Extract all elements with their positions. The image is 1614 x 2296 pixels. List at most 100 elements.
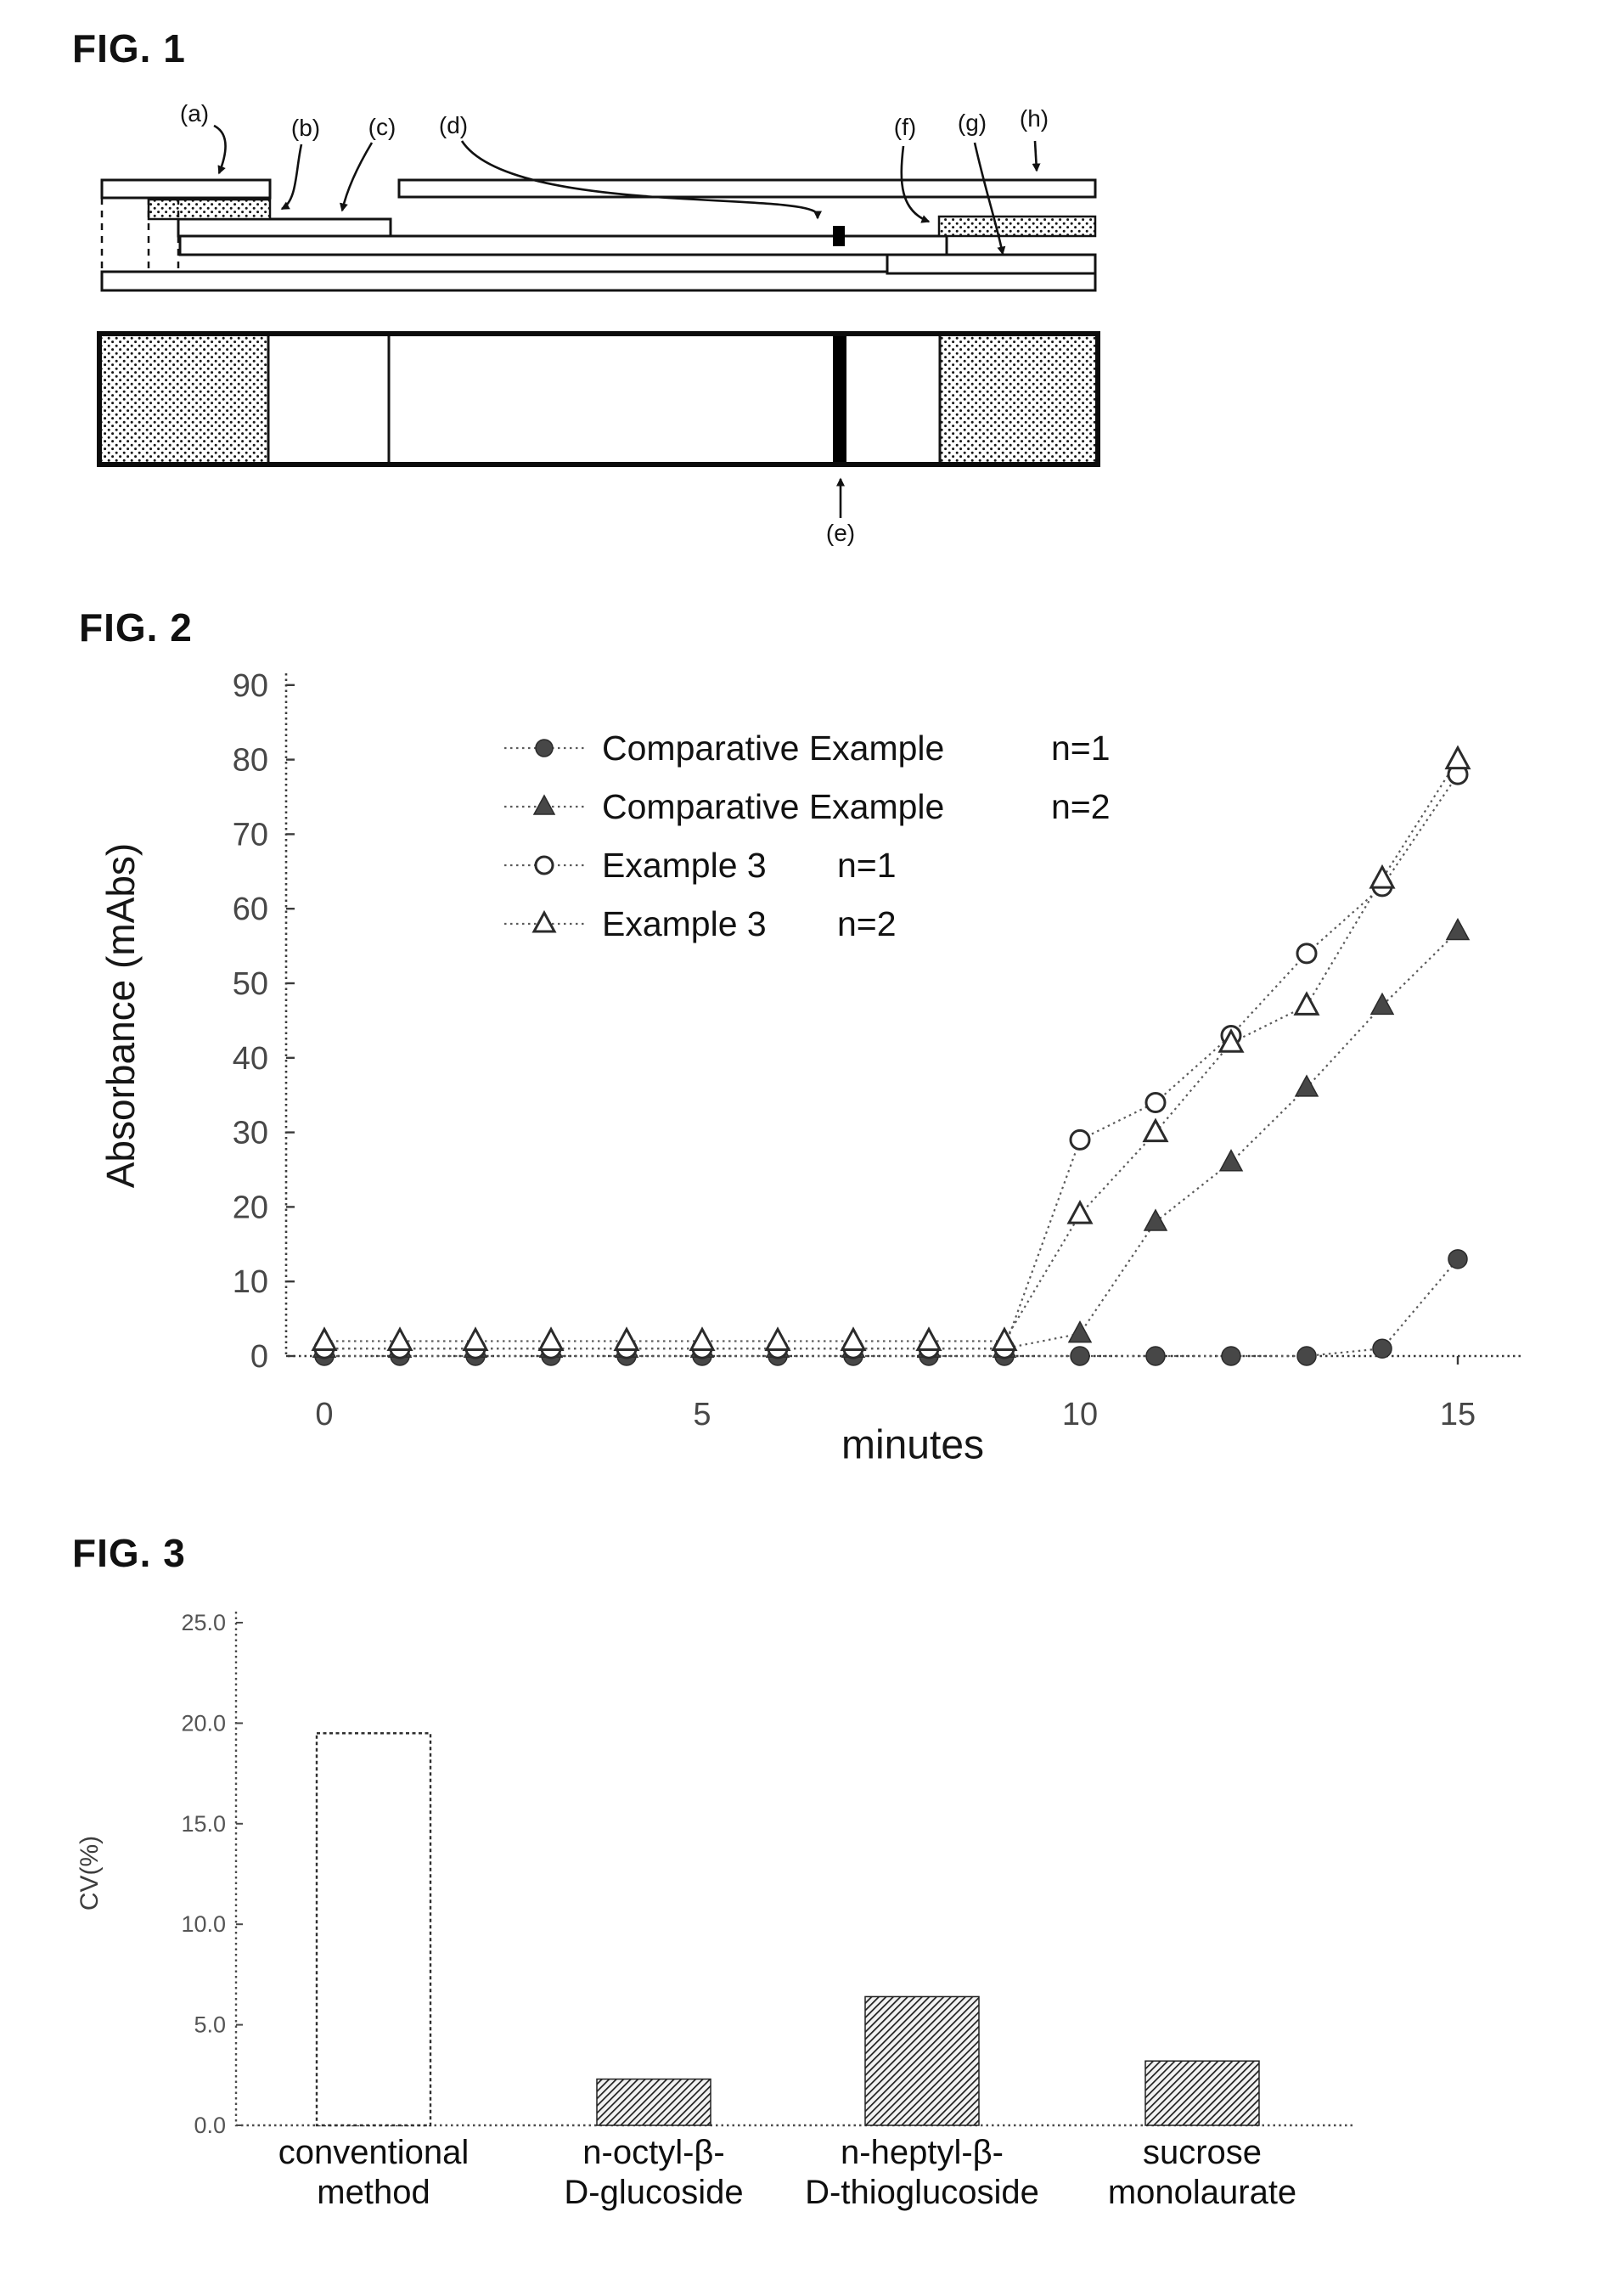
fig2-series-line — [324, 759, 1459, 1342]
fig3-category-conventional: conventional method — [278, 2133, 470, 2213]
open-triangle-marker — [764, 1326, 791, 1351]
fig3-ytick-label: 15.0 — [181, 1811, 226, 1837]
filled-triangle-marker — [1218, 1149, 1244, 1172]
open-triangle-marker — [462, 1326, 489, 1351]
fig3-category-line: method — [317, 2174, 430, 2211]
fig2-title: FIG. 2 — [79, 605, 193, 650]
fig3-y-axis-title: CV(%) — [76, 1835, 104, 1911]
leader-b — [280, 144, 303, 211]
fig2-series-line — [324, 774, 1459, 1350]
fig3-ytick-label: 10.0 — [181, 1911, 226, 1937]
fig2-ytick-label: 90 — [233, 668, 268, 704]
fig2-axes — [284, 673, 1521, 1358]
filled-circle-marker — [1070, 1346, 1090, 1366]
strip-right-pad-region — [940, 336, 1096, 462]
legend-label: Example 3 — [602, 904, 767, 943]
leader-d — [460, 140, 822, 220]
fig2-xtick-label: 10 — [1062, 1397, 1098, 1432]
filled-triangle-marker — [1143, 1208, 1168, 1231]
strip-left-pad-region — [102, 336, 268, 462]
filled-circle-marker — [1221, 1346, 1241, 1366]
open-triangle-marker — [991, 1326, 1018, 1351]
legend-n-label: n=1 — [837, 846, 897, 885]
fig1-label-g: (g) — [957, 110, 987, 136]
filled-circle-marker — [1145, 1346, 1166, 1366]
legend-label: Comparative Example — [602, 729, 944, 768]
left-cover-tape-a — [100, 178, 272, 200]
strip-outline — [97, 331, 1100, 467]
fig3-bar — [864, 1995, 980, 2126]
filled-triangle-marker — [1067, 1320, 1093, 1343]
top-cover-tape-h — [397, 178, 1097, 199]
fig1-label-f: (f) — [893, 114, 917, 140]
fig3-category-line: sucrose — [1142, 2134, 1263, 2171]
open-triangle-marker — [915, 1326, 942, 1351]
fig2-series-line — [324, 930, 1459, 1350]
fig2-y-axis-title: Absorbance (mAbs) — [98, 842, 143, 1189]
fig2-ytick-label: 20 — [233, 1190, 268, 1225]
fig3-bar — [315, 1732, 432, 2127]
fig2-ytick-label: 80 — [233, 743, 268, 779]
open-triangle-marker — [1218, 1028, 1245, 1053]
fig3-category-line: conventional — [278, 2134, 470, 2171]
open-triangle-marker — [1369, 864, 1396, 889]
filled-triangle-marker — [1445, 917, 1471, 941]
fig3-bar — [1144, 2060, 1260, 2126]
leader-g — [973, 142, 1006, 256]
fig2-x-axis-title: minutes — [841, 1422, 985, 1468]
fig3-title: FIG. 3 — [72, 1531, 186, 1575]
filled-circle-marker — [1448, 1249, 1468, 1269]
open-triangle-marker — [531, 909, 557, 933]
legend-n-label: n=2 — [837, 904, 897, 943]
membrane-layer — [178, 234, 948, 256]
fig2-ytick-label: 10 — [233, 1264, 268, 1300]
filled-triangle-marker — [1294, 1074, 1319, 1097]
fig3-category-line: n-heptyl-β- — [841, 2134, 1004, 2171]
fig1-label-h: (h) — [1019, 105, 1049, 132]
open-triangle-marker — [311, 1326, 338, 1351]
fig2-ytick-label: 0 — [250, 1339, 268, 1375]
open-circle-marker — [1296, 943, 1318, 965]
fig3-category-line: n-octyl-β- — [582, 2134, 725, 2171]
fig3-category-line: monolaurate — [1107, 2174, 1297, 2211]
open-circle-marker — [1144, 1091, 1167, 1113]
strip-detection-band — [833, 336, 846, 462]
fig3-category-octyl: n-octyl-β- D-glucoside — [564, 2133, 743, 2213]
open-triangle-marker — [689, 1326, 716, 1351]
fig1-label-b: (b) — [290, 115, 321, 141]
fig2-ytick-label: 40 — [233, 1041, 268, 1077]
absorbent-pad-f — [937, 215, 1097, 238]
open-circle-marker — [534, 855, 554, 875]
fig2-ytick-label: 50 — [233, 966, 268, 1002]
open-triangle-marker — [537, 1326, 565, 1351]
leader-f — [900, 145, 931, 223]
fig1-leader-arrows — [213, 124, 1041, 518]
fig3-category-line: D-glucoside — [564, 2174, 744, 2211]
fig1-label-c: (c) — [368, 114, 396, 140]
legend-n-label: n=2 — [1051, 787, 1111, 826]
fig3-category-sucrose: sucrose monolaurate — [1108, 2133, 1296, 2213]
fig3-ytick-label: 5.0 — [194, 2012, 226, 2038]
fig3-ytick-label: 25.0 — [181, 1610, 226, 1635]
fig2-ytick-label: 60 — [233, 892, 268, 927]
leader-c — [340, 142, 374, 212]
open-triangle-marker — [840, 1326, 867, 1351]
detection-line-d — [833, 226, 845, 246]
open-triangle-marker — [1293, 991, 1320, 1016]
fig3-category-heptyl: n-heptyl-β- D-thioglucoside — [805, 2133, 1039, 2213]
fig2-xtick-label: 0 — [315, 1397, 333, 1432]
fig3-ytick-label: 20.0 — [181, 1710, 226, 1736]
fig3-ytick-label: 0.0 — [194, 2113, 226, 2138]
fig2-xtick-label: 5 — [693, 1397, 711, 1432]
fig1-label-a: (a) — [179, 100, 210, 127]
fig1-label-e: (e) — [825, 520, 856, 546]
open-triangle-marker — [1444, 745, 1471, 770]
legend-n-label: n=1 — [1051, 729, 1111, 768]
fig1-assembled-strip — [97, 331, 1100, 467]
fig3-bar — [596, 2078, 711, 2126]
fig1-title: FIG. 1 — [72, 26, 186, 70]
backing-card-layer — [100, 270, 1097, 292]
fig2-series-line — [324, 1258, 1459, 1358]
